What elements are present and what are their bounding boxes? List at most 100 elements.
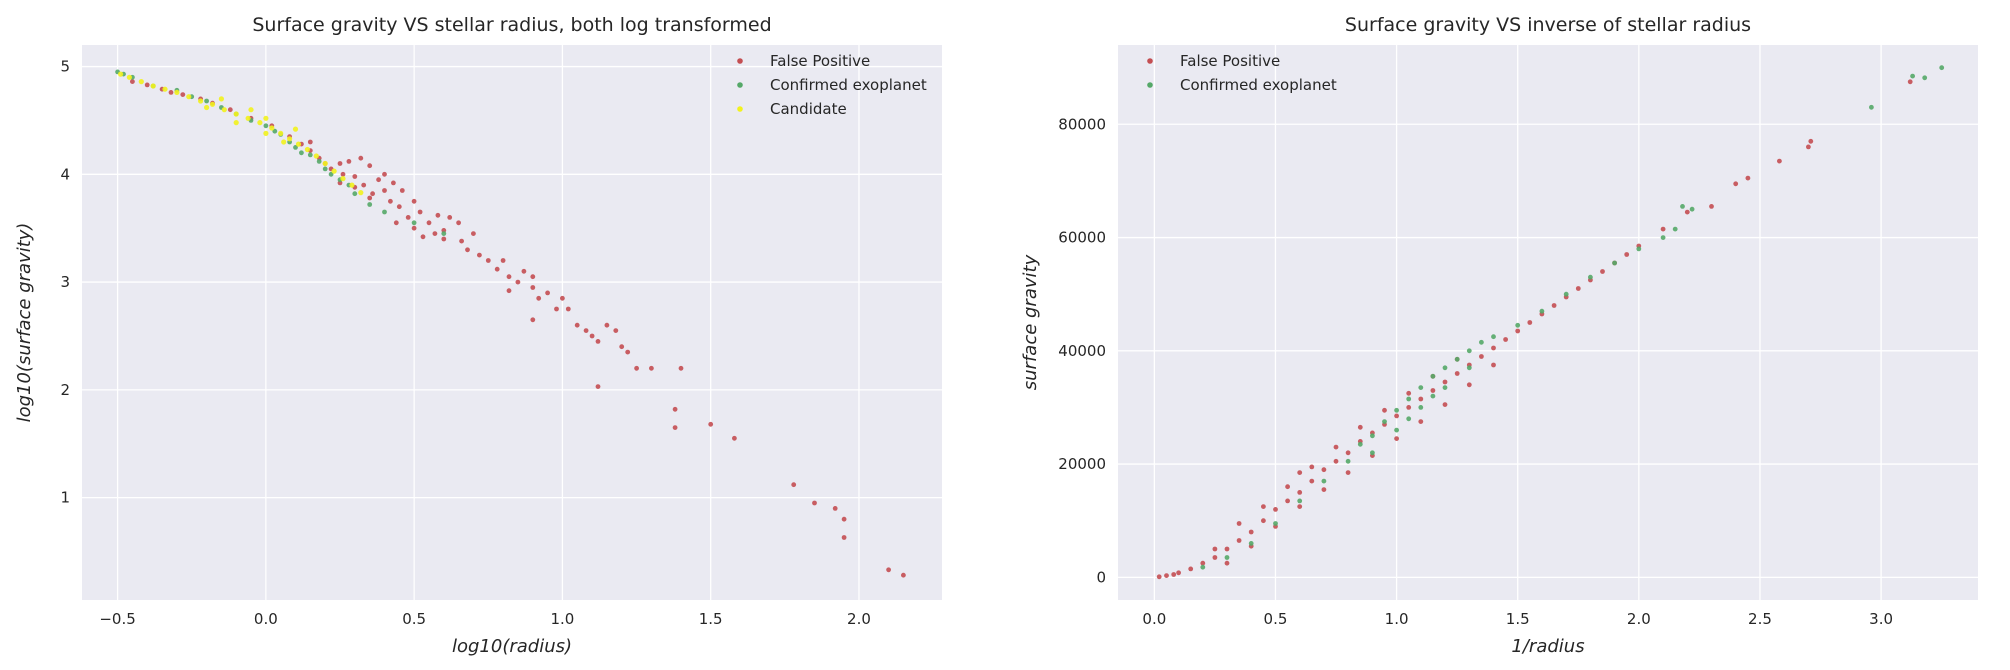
- data-point: [218, 96, 224, 102]
- x-tick-label: 0.5: [402, 610, 426, 628]
- data-point: [1479, 339, 1484, 345]
- y-axis-label: log10(surface gravity): [14, 223, 35, 423]
- data-point: [1156, 574, 1162, 580]
- data-point: [1733, 181, 1739, 187]
- data-point: [1624, 252, 1630, 257]
- data-point: [1430, 388, 1436, 393]
- data-point: [204, 104, 210, 111]
- data-point: [233, 120, 239, 126]
- data-point: [1636, 246, 1642, 252]
- data-point: [307, 152, 313, 158]
- y-tick-label: 40000: [1058, 342, 1106, 360]
- data-point: [1418, 396, 1424, 402]
- data-point: [411, 225, 417, 231]
- data-point: [560, 295, 565, 301]
- data-point: [391, 180, 396, 186]
- data-point: [367, 202, 373, 207]
- data-point: [367, 195, 373, 201]
- data-point: [1345, 470, 1351, 475]
- y-tick-label: 60000: [1058, 229, 1106, 247]
- data-point: [435, 212, 441, 218]
- data-point: [1418, 419, 1424, 424]
- data-point: [1309, 464, 1315, 470]
- data-point: [304, 146, 310, 153]
- data-point: [1466, 348, 1472, 354]
- data-point: [186, 94, 192, 100]
- data-point: [399, 188, 405, 193]
- data-point: [1297, 498, 1303, 504]
- data-point: [130, 79, 135, 84]
- data-point: [634, 365, 639, 371]
- data-point: [340, 171, 346, 177]
- y-axis-label: surface gravity: [1020, 254, 1041, 390]
- data-point: [459, 238, 464, 244]
- data-point: [174, 89, 180, 95]
- data-point: [1406, 390, 1412, 396]
- series-candidate: [118, 71, 364, 196]
- x-tick-label: 1.0: [550, 610, 574, 628]
- data-point: [1297, 470, 1303, 475]
- data-point: [233, 111, 239, 117]
- data-point: [672, 406, 678, 412]
- data-point: [1442, 379, 1448, 385]
- data-point: [1248, 541, 1254, 546]
- data-point: [886, 567, 891, 573]
- data-point: [245, 115, 251, 121]
- data-point: [1660, 226, 1666, 232]
- data-point: [1563, 291, 1569, 297]
- data-point: [1575, 286, 1581, 291]
- data-point: [441, 231, 447, 237]
- x-tick-label: −0.5: [99, 610, 135, 628]
- data-point: [732, 435, 737, 441]
- data-point: [1418, 385, 1424, 390]
- x-tick-label: 3.0: [1869, 610, 1893, 628]
- data-point: [162, 86, 168, 92]
- data-point: [269, 125, 275, 131]
- x-tick-label: 2.5: [1748, 610, 1772, 628]
- x-tick-label: 1.5: [1506, 610, 1530, 628]
- data-point: [1394, 436, 1399, 441]
- data-point: [1357, 441, 1363, 447]
- y-tick-label: 0: [1096, 568, 1106, 586]
- data-point: [331, 168, 337, 174]
- data-point: [346, 159, 352, 164]
- data-point: [367, 163, 373, 169]
- x-tick-label: 2.0: [847, 610, 871, 628]
- data-point: [1261, 504, 1266, 509]
- data-point: [1939, 65, 1945, 71]
- data-point: [1394, 407, 1399, 413]
- data-point: [1600, 269, 1605, 274]
- data-point: [1551, 303, 1557, 308]
- data-point: [1442, 365, 1448, 371]
- data-point: [595, 339, 601, 344]
- data-point: [382, 209, 387, 215]
- data-point: [393, 220, 399, 226]
- data-point: [432, 231, 438, 237]
- data-point: [1777, 158, 1782, 164]
- series-confirmed-exoplanet: [1200, 65, 1945, 570]
- data-point: [500, 258, 506, 263]
- data-point: [293, 145, 298, 150]
- data-point: [1418, 405, 1424, 410]
- data-point: [1285, 498, 1290, 504]
- data-point: [1321, 478, 1327, 484]
- data-point: [1689, 206, 1695, 212]
- data-point: [791, 482, 797, 488]
- data-point: [198, 98, 204, 104]
- data-point: [1224, 546, 1230, 552]
- data-point: [1212, 555, 1218, 560]
- data-point: [263, 123, 269, 129]
- data-point: [1309, 478, 1315, 484]
- legend-marker: [1147, 82, 1153, 88]
- data-point: [1454, 371, 1460, 376]
- data-point: [1466, 382, 1472, 388]
- data-point: [1442, 402, 1448, 407]
- data-point: [1709, 204, 1714, 209]
- data-point: [180, 92, 186, 97]
- data-point: [515, 279, 521, 285]
- legend-entry: Confirmed exoplanet: [1180, 76, 1337, 94]
- legend-marker: [737, 58, 743, 64]
- x-tick-label: 0.0: [254, 610, 278, 628]
- data-point: [1394, 427, 1399, 433]
- data-point: [494, 266, 500, 272]
